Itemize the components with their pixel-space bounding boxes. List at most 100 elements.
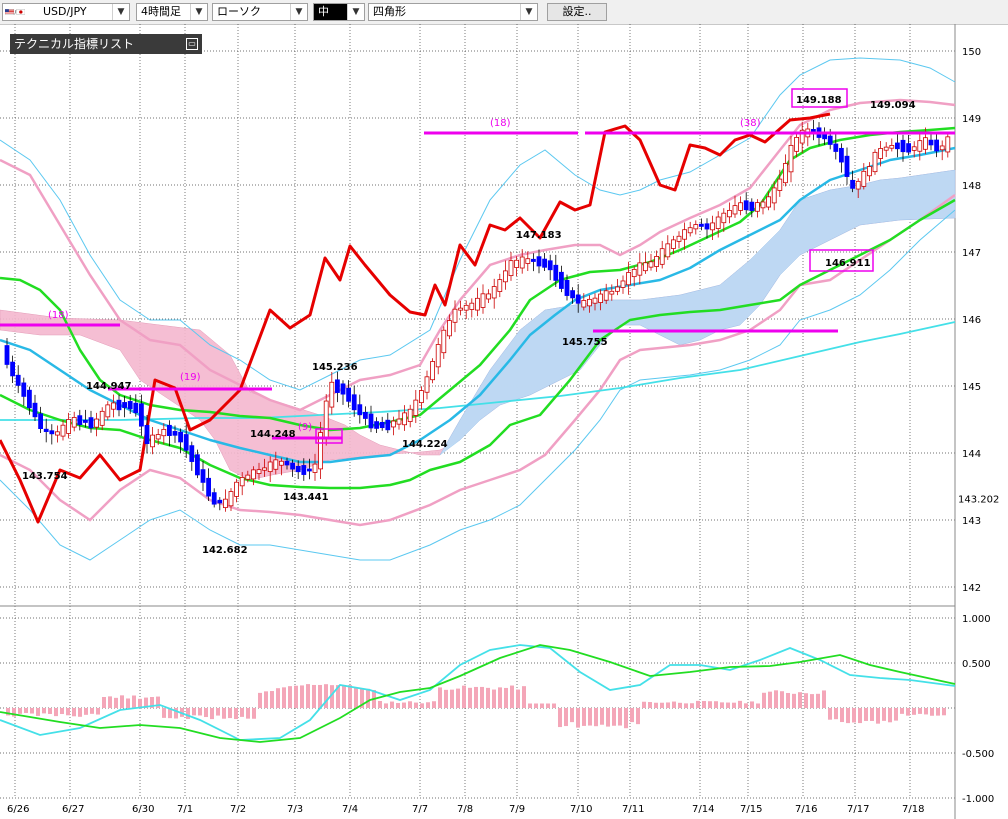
- candle: [603, 283, 609, 304]
- macd-histogram-bar: [336, 685, 340, 708]
- candle-body: [94, 418, 99, 428]
- symbol-select[interactable]: / USD/JPY ▼: [2, 3, 130, 21]
- price-tick-label: 150: [962, 47, 981, 58]
- candle: [374, 417, 380, 433]
- current-price-label: 143.202: [958, 494, 999, 505]
- candle-body: [111, 402, 116, 410]
- macd-histogram-bar: [678, 702, 682, 708]
- macd-histogram-bar: [672, 701, 676, 708]
- candle-body: [49, 430, 55, 435]
- line-weight-value: 中: [318, 5, 329, 18]
- candle: [312, 453, 318, 481]
- macd-histogram-bar: [54, 708, 58, 717]
- candle: [945, 133, 951, 158]
- candle-body: [559, 271, 564, 289]
- candle-body: [290, 462, 296, 470]
- candle: [861, 163, 867, 190]
- macd-histogram-bar: [612, 708, 616, 726]
- line-weight-select[interactable]: 中 ▼: [313, 3, 365, 21]
- candle-body: [682, 229, 687, 240]
- macd-histogram-bar: [96, 708, 100, 715]
- date-tick-label: 7/9: [509, 804, 525, 815]
- price-tick-label: 147: [962, 248, 981, 259]
- lagging-span-line: [0, 112, 831, 524]
- candle-body: [844, 155, 850, 177]
- chevron-down-icon[interactable]: ▼: [347, 4, 364, 20]
- candle: [760, 198, 766, 215]
- macd-histogram-bar: [384, 703, 388, 708]
- chevron-down-icon[interactable]: ▼: [112, 4, 129, 20]
- timeframe-value: 4時間足: [141, 5, 181, 18]
- date-tick-label: 7/1: [177, 804, 193, 815]
- candle-body: [390, 420, 396, 428]
- highlight-box: [315, 428, 343, 444]
- candle: [256, 462, 262, 480]
- macd-histogram-bar: [222, 708, 226, 719]
- shape-select[interactable]: 四角形 ▼: [368, 3, 538, 21]
- candle: [290, 459, 296, 477]
- candle-body: [301, 465, 307, 475]
- candle-body: [351, 394, 357, 411]
- chevron-down-icon[interactable]: ▼: [290, 4, 307, 20]
- candle: [413, 389, 419, 424]
- date-tick-label: 6/27: [62, 804, 84, 815]
- candle: [267, 456, 273, 483]
- candle-body: [194, 454, 200, 476]
- long-ma-line: [0, 321, 956, 421]
- candle: [234, 478, 240, 503]
- candle-body: [654, 256, 659, 267]
- macd-histogram-bar: [186, 708, 190, 719]
- candle: [346, 380, 352, 408]
- candle: [934, 134, 939, 158]
- macd-histogram-bar: [330, 685, 334, 708]
- candle-body: [855, 180, 861, 190]
- candle: [626, 261, 631, 295]
- macd-histogram-bar: [636, 708, 640, 725]
- candle-body: [883, 146, 889, 151]
- macd-histogram-bar: [810, 694, 814, 708]
- chart-area[interactable]: (18) (19) (9) (18) (38) 144.947 143.754 142.682…: [0, 24, 1008, 819]
- candle-body: [766, 196, 771, 208]
- macd-histogram-bar: [234, 708, 238, 720]
- macd-histogram-bar: [402, 702, 406, 708]
- macd-histogram-bar: [48, 708, 52, 714]
- candle-body: [250, 469, 256, 480]
- collapse-icon[interactable]: ▭: [186, 38, 198, 50]
- date-tick-label: 7/16: [795, 804, 817, 815]
- macd-histogram-bar: [204, 708, 208, 718]
- candle: [133, 394, 139, 417]
- candle-body: [631, 268, 637, 278]
- settings-button[interactable]: 設定..: [547, 3, 607, 21]
- candle-body: [144, 424, 150, 445]
- candle-body: [329, 381, 335, 408]
- candle: [855, 178, 861, 199]
- macd-histogram-bar: [318, 684, 322, 708]
- macd-histogram-bar: [486, 687, 490, 708]
- us-jp-flag-icon: /: [5, 9, 25, 16]
- chevron-down-icon[interactable]: ▼: [520, 4, 537, 20]
- macd-histogram-bar: [102, 696, 106, 708]
- date-tick-label: 7/11: [622, 804, 644, 815]
- indicator-list-panel[interactable]: テクニカル指標リスト ▭: [10, 34, 202, 54]
- candle: [581, 293, 587, 311]
- candle: [906, 134, 911, 156]
- candle-body: [446, 320, 452, 337]
- chart-type-select[interactable]: ローソク ▼: [212, 3, 308, 21]
- macd-histogram-bar: [912, 708, 916, 715]
- macd-histogram-bar: [480, 686, 484, 708]
- chevron-down-icon[interactable]: ▼: [190, 4, 207, 20]
- price-label: 144.224: [402, 439, 448, 450]
- macd-histogram-bar: [522, 686, 526, 708]
- candle: [699, 218, 704, 231]
- candle-body: [234, 481, 240, 497]
- candle-body: [928, 139, 934, 146]
- macd-histogram-bar: [762, 692, 766, 708]
- macd-histogram-bar: [366, 688, 370, 708]
- macd-histogram-bar: [420, 703, 424, 708]
- macd-histogram-bar: [816, 693, 820, 708]
- candle: [867, 162, 872, 182]
- candle-body: [497, 279, 503, 292]
- candle: [194, 449, 200, 479]
- timeframe-select[interactable]: 4時間足 ▼: [136, 3, 208, 21]
- candle-body: [867, 166, 872, 177]
